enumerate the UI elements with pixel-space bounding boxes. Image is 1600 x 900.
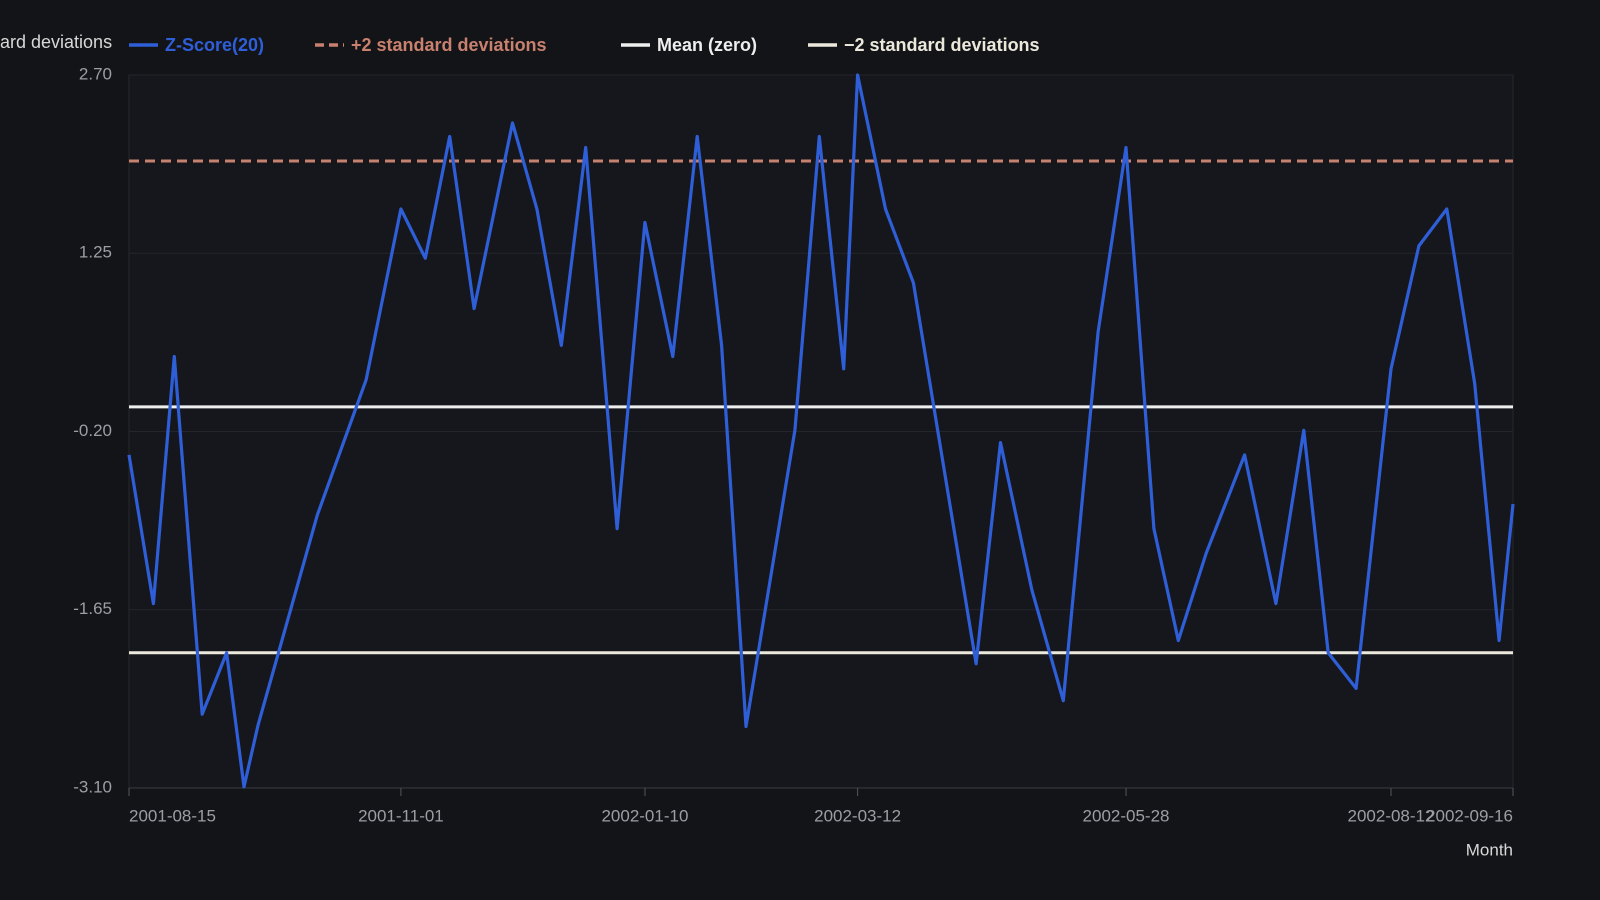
x-axis-label: Month <box>1466 840 1513 859</box>
legend-label: +2 standard deviations <box>351 35 547 55</box>
x-tick-label: 2001-08-15 <box>129 806 216 825</box>
y-tick-label: -1.65 <box>73 599 112 618</box>
x-tick-label: 2002-08-12 <box>1348 806 1435 825</box>
x-tick-label: 2002-03-12 <box>814 806 901 825</box>
legend-label: Mean (zero) <box>657 35 757 55</box>
y-tick-label: -0.20 <box>73 421 112 440</box>
x-tick-label: 2002-01-10 <box>601 806 688 825</box>
x-tick-label: 2002-09-16 <box>1426 806 1513 825</box>
y-tick-label: 1.25 <box>79 243 112 262</box>
legend-label: Z-Score(20) <box>165 35 264 55</box>
y-tick-label: 2.70 <box>79 64 112 83</box>
legend-label: −2 standard deviations <box>844 35 1040 55</box>
x-tick-label: 2001-11-01 <box>358 806 444 825</box>
y-tick-label: -3.10 <box>73 777 112 796</box>
x-tick-label: 2002-05-28 <box>1083 806 1170 825</box>
data-line <box>127 73 1515 789</box>
y-axis-label: ard deviations <box>0 32 112 52</box>
